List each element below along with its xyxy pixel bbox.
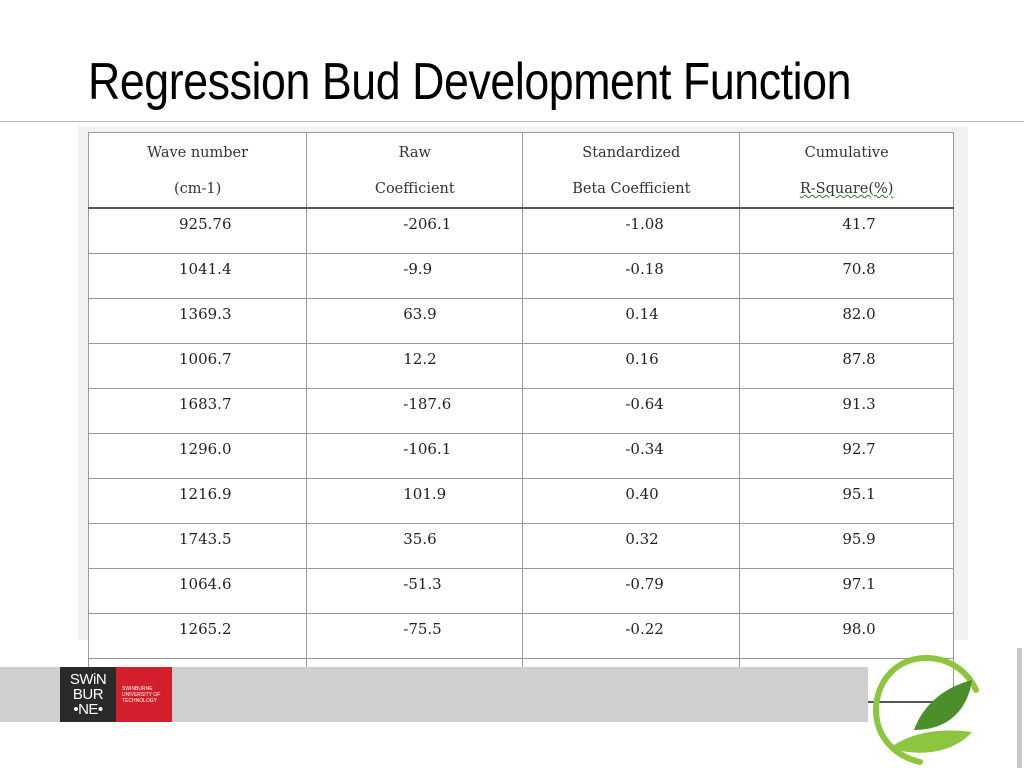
cell-raw-coefficient: 63.9: [306, 298, 524, 344]
leaf-logo-icon: [872, 655, 979, 765]
cell-raw-coefficient: -75.5: [306, 613, 524, 659]
cell-beta-coefficient: 0.16: [522, 343, 741, 389]
cell-raw-coefficient: -206.1: [306, 207, 524, 254]
logo-sub-2: UNIVERSITY OF: [122, 691, 161, 698]
cell-beta-coefficient: -0.34: [522, 433, 741, 479]
table-row: 925.76 -206.1 -1.08 41.7: [87, 207, 954, 254]
cell-raw-coefficient: -106.1: [306, 433, 524, 479]
swinburne-logo: SWiN BUR •NE• SWINBURNE UNIVERSITY OF TE…: [60, 667, 172, 722]
table-row: 1369.3 63.9 0.14 82.0: [87, 298, 954, 344]
logo-sub-1: SWINBURNE: [122, 685, 153, 692]
cell-beta-coefficient: -0.79: [522, 568, 741, 614]
cell-cumulative-r-square: 41.7: [739, 207, 954, 254]
swinburne-logo-wordmark: SWINBURNE UNIVERSITY OF TECHNOLOGY: [116, 667, 172, 722]
header-wave-number-line2: (cm-1): [173, 181, 222, 197]
table-image-frame: Wave number (cm-1) Raw Coefficient Stand…: [78, 126, 968, 703]
right-edge-bar: [1017, 648, 1022, 768]
cell-beta-coefficient: -1.08: [522, 207, 741, 254]
cell-raw-coefficient: 12.2: [306, 343, 524, 389]
title-divider: [0, 121, 1024, 122]
cell-raw-coefficient: 35.6: [306, 523, 524, 569]
cell-cumulative-r-square: 95.1: [739, 478, 954, 524]
header-standardized-line1: Standardized: [582, 145, 681, 161]
cell-wave-number: 1743.5: [87, 523, 308, 569]
cell-beta-coefficient: 0.40: [522, 478, 741, 524]
table-row: 1683.7 -187.6 -0.64 91.3: [87, 388, 954, 434]
table-row: 1743.5 35.6 0.32 95.9: [87, 523, 954, 569]
slide-title: Regression Bud Development Function: [88, 53, 852, 111]
table-row: 1216.9 101.9 0.40 95.1: [87, 478, 954, 524]
cell-raw-coefficient: -187.6: [306, 388, 524, 434]
cell-raw-coefficient: 101.9: [306, 478, 524, 524]
header-cumulative-r-square: Cumulative R-Square(%): [739, 132, 954, 209]
swinburne-logo-mark: SWiN BUR •NE•: [60, 667, 116, 722]
cell-wave-number: 1216.9: [87, 478, 308, 524]
cell-wave-number: 1064.6: [87, 568, 308, 614]
header-raw-line1: Raw: [398, 145, 431, 161]
cell-wave-number: 1296.0: [87, 433, 308, 479]
cell-cumulative-r-square: 95.9: [739, 523, 954, 569]
cell-cumulative-r-square: 98.0: [739, 613, 954, 659]
cell-raw-coefficient: -9.9: [306, 253, 524, 299]
header-raw-coefficient: Raw Coefficient: [306, 132, 524, 209]
logo-line-3: •NE•: [73, 701, 103, 718]
logo-line-1: SWiN: [69, 671, 107, 688]
header-wave-number-line1: Wave number: [147, 145, 249, 161]
logo-line-2: BUR: [72, 686, 104, 703]
cell-beta-coefficient: -0.22: [522, 613, 741, 659]
header-cumulative-line1: Cumulative: [804, 145, 889, 161]
header-standardized-beta: Standardized Beta Coefficient: [522, 132, 741, 209]
cell-beta-coefficient: -0.64: [522, 388, 741, 434]
logo-sub-3: TECHNOLOGY: [122, 697, 158, 704]
table-header-row: Wave number (cm-1) Raw Coefficient Stand…: [87, 132, 954, 209]
cell-wave-number: 1683.7: [87, 388, 308, 434]
cell-wave-number: 1041.4: [87, 253, 308, 299]
header-cumulative-line2: R-Square(%): [799, 181, 894, 197]
cell-beta-coefficient: 0.14: [522, 298, 741, 344]
cell-cumulative-r-square: 70.8: [739, 253, 954, 299]
table-row: 1064.6 -51.3 -0.79 97.1: [87, 568, 954, 614]
cell-cumulative-r-square: 87.8: [739, 343, 954, 389]
table-row: 1265.2 -75.5 -0.22 98.0: [87, 613, 954, 659]
cell-cumulative-r-square: 91.3: [739, 388, 954, 434]
header-standardized-line2: Beta Coefficient: [572, 181, 691, 197]
header-raw-line2: Coefficient: [374, 181, 455, 197]
cell-wave-number: 925.76: [87, 207, 308, 254]
table-row: 1296.0 -106.1 -0.34 92.7: [87, 433, 954, 479]
cell-cumulative-r-square: 97.1: [739, 568, 954, 614]
cell-cumulative-r-square: 82.0: [739, 298, 954, 344]
cell-cumulative-r-square: 92.7: [739, 433, 954, 479]
regression-table: Wave number (cm-1) Raw Coefficient Stand…: [87, 132, 954, 703]
table-row: 1041.4 -9.9 -0.18 70.8: [87, 253, 954, 299]
cell-wave-number: 1369.3: [87, 298, 308, 344]
header-wave-number: Wave number (cm-1): [87, 132, 308, 209]
cell-beta-coefficient: -0.18: [522, 253, 741, 299]
cell-wave-number: 1006.7: [87, 343, 308, 389]
cell-wave-number: 1265.2: [87, 613, 308, 659]
table-row: 1006.7 12.2 0.16 87.8: [87, 343, 954, 389]
cell-raw-coefficient: -51.3: [306, 568, 524, 614]
cell-beta-coefficient: 0.32: [522, 523, 741, 569]
